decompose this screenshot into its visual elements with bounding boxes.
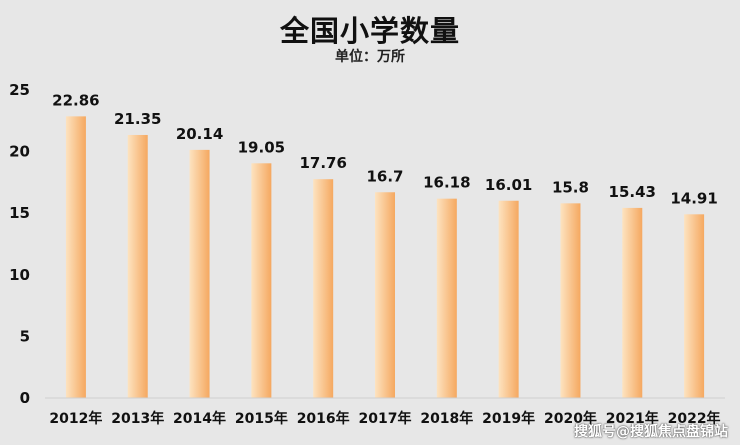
x-tick-label: 2018年 [420, 410, 473, 427]
x-tick-label: 2012年 [49, 410, 102, 427]
data-labels: 22.86 21.35 20.14 19.05 17.76 16.7 16.18 16.01 1… [52, 91, 718, 207]
data-label: 21.35 [114, 110, 161, 128]
data-label: 15.43 [609, 183, 656, 201]
data-label: 22.86 [52, 91, 99, 109]
bar [189, 149, 210, 398]
x-tick-label: 2014年 [173, 410, 226, 427]
bar [375, 192, 395, 398]
y-tick-label: 5 [20, 327, 30, 345]
x-tick-label: 2013年 [111, 410, 164, 427]
bar [436, 198, 457, 398]
data-label: 19.05 [238, 138, 285, 156]
x-tick-label: 2016年 [297, 410, 350, 427]
bar [498, 200, 519, 398]
data-label: 16.01 [485, 176, 532, 194]
data-label: 14.91 [670, 189, 717, 207]
chart-title: 全国小学数量 [279, 14, 460, 48]
bar [622, 207, 643, 398]
bar [684, 214, 705, 398]
y-axis: 0 5 10 15 20 25 [9, 81, 30, 407]
x-tick-label: 2019年 [482, 410, 535, 427]
data-label: 16.18 [423, 174, 470, 192]
bar [65, 116, 86, 398]
y-tick-label: 25 [9, 81, 30, 99]
chart-subtitle: 单位：万所 [335, 49, 405, 65]
data-label: 16.7 [366, 167, 403, 185]
bar [313, 179, 334, 398]
bars [65, 116, 705, 398]
bar [560, 203, 581, 398]
y-tick-label: 10 [9, 266, 30, 284]
bar [251, 163, 272, 398]
x-tick-label: 2020年 [544, 410, 597, 427]
x-tick-label: 2022年 [668, 410, 721, 427]
data-label: 17.76 [299, 154, 346, 172]
y-tick-label: 20 [9, 143, 30, 161]
x-tick-label: 2017年 [359, 410, 412, 427]
data-label: 15.8 [552, 178, 589, 196]
x-tick-label: 2015年 [235, 410, 288, 427]
y-tick-label: 15 [9, 204, 30, 222]
data-label: 20.14 [176, 125, 223, 143]
x-tick-label: 2021年 [606, 410, 659, 427]
y-tick-label: 0 [20, 389, 30, 407]
x-axis: 2012年 2013年 2014年 2015年 2016年 2017年 2018年 2019年… [45, 397, 725, 427]
bar [127, 134, 148, 398]
watermark-text: 搜狐号@搜狐焦点盘锦站 [574, 424, 728, 440]
